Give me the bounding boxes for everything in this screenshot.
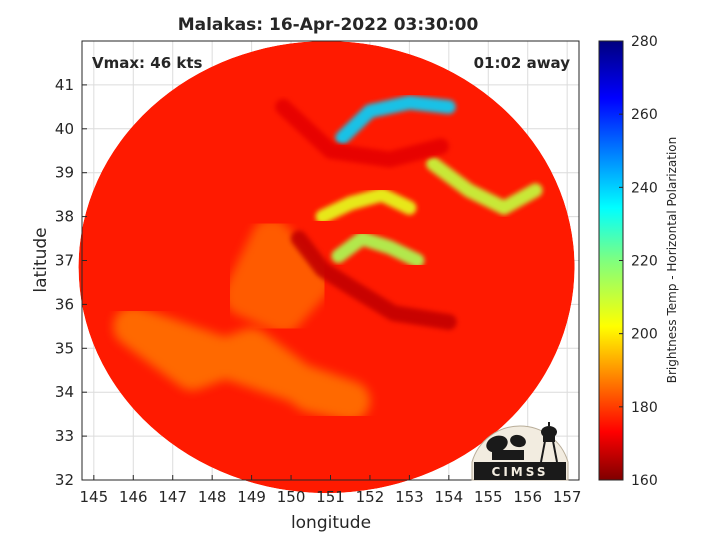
x-tick-label: 145	[80, 488, 109, 506]
y-tick-label: 39	[55, 164, 74, 182]
x-tick-label: 155	[474, 488, 503, 506]
colorbar-tick-label: 160	[631, 473, 658, 489]
y-tick-label: 35	[55, 339, 74, 357]
swath-warm-band	[275, 98, 449, 168]
time-away-annotation: 01:02 away	[474, 54, 571, 72]
swath-cold-band	[426, 156, 543, 215]
swath-warm-band	[290, 230, 457, 330]
swath-image	[78, 41, 575, 494]
cimss-logo: CIMSS	[471, 422, 569, 481]
logo-banner	[474, 462, 566, 480]
colorbar-tick-label: 240	[631, 180, 658, 196]
vmax-annotation: Vmax: 46 kts	[92, 54, 202, 72]
y-tick-label: 32	[55, 471, 74, 489]
x-tick-label: 153	[395, 488, 424, 506]
logo-text: CIMSS	[492, 465, 549, 479]
water-tower-icon	[540, 422, 558, 463]
swath-cold-band	[335, 95, 456, 145]
y-tick-label: 37	[55, 252, 74, 270]
y-tick-label: 34	[55, 383, 74, 401]
y-tick-label: 41	[55, 76, 74, 94]
colorbar-tick-label: 260	[631, 107, 658, 123]
x-tick-label: 152	[356, 488, 385, 506]
x-ticks: 145 146 147 148 149 150 151 152 153 154 155 156 157	[80, 475, 582, 506]
colorbar-ticks: 160 180 200 220 240 260 280	[619, 34, 658, 489]
swath-patch	[113, 306, 371, 421]
satellite-dish-icon	[486, 434, 526, 460]
x-axis-label: longitude	[291, 513, 371, 533]
y-tick-label: 40	[55, 120, 74, 138]
x-tick-label: 156	[513, 488, 542, 506]
chart-title: Malakas: 16-Apr-2022 03:30:00	[178, 15, 479, 35]
plot-area: 145 146 147 148 149 150 151 152 153 154 155 156 157 …	[55, 40, 582, 506]
colorbar-label: Brightness Temp - Horizontal Polarizatio…	[665, 137, 679, 384]
x-tick-label: 157	[553, 488, 582, 506]
colorbar-tick-label: 220	[631, 254, 658, 270]
x-tick-label: 151	[316, 488, 345, 506]
colorbar-tick-label: 280	[631, 34, 658, 50]
swath-cold-band	[315, 187, 417, 224]
x-tick-label: 146	[119, 488, 148, 506]
colorbar-tick-label: 200	[631, 327, 658, 343]
y-tick-label: 38	[55, 208, 74, 226]
swath-cold-band	[331, 231, 425, 268]
x-tick-label: 154	[435, 488, 464, 506]
x-tick-label: 150	[277, 488, 306, 506]
y-ticks: 32 33 34 35 36 37 38 39 40 41	[55, 76, 87, 489]
y-tick-label: 33	[55, 427, 74, 445]
x-tick-label: 149	[237, 488, 266, 506]
y-axis-label: latitude	[31, 227, 51, 292]
x-tick-label: 148	[198, 488, 227, 506]
swath-patch	[223, 218, 331, 334]
colorbar-tick-label: 180	[631, 400, 658, 416]
y-tick-label: 36	[55, 295, 74, 313]
colorbar: 160 180 200 220 240 260 280 Brightness Temp - …	[598, 34, 679, 489]
swath-layer	[78, 41, 575, 494]
x-tick-label: 147	[158, 488, 187, 506]
